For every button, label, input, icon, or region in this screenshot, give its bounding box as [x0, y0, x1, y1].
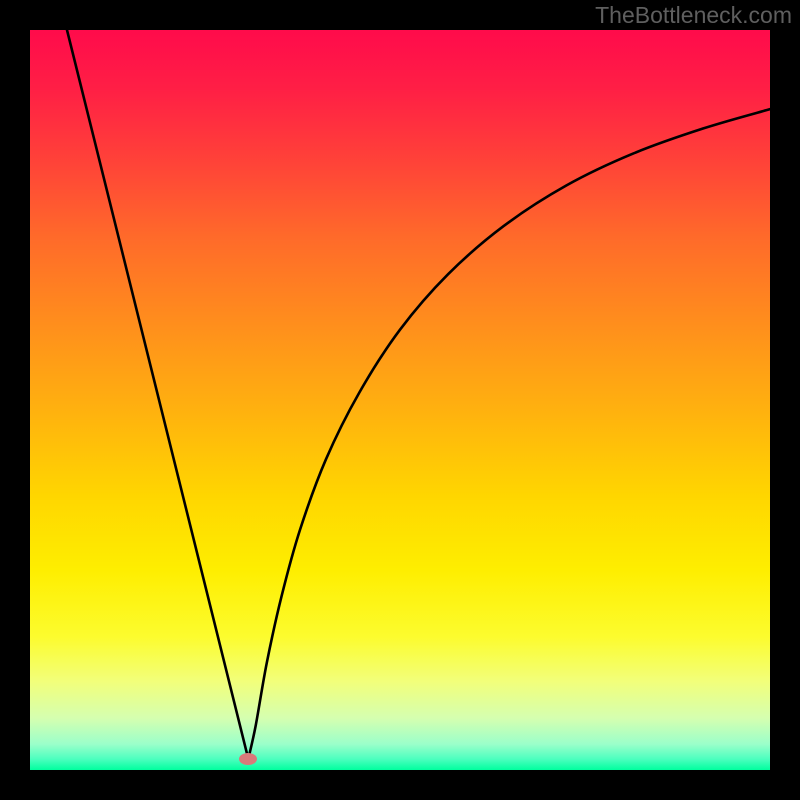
bottleneck-curve [30, 30, 770, 770]
chart-container: TheBottleneck.com [0, 0, 800, 800]
minimum-marker [239, 753, 257, 765]
plot-area [30, 30, 770, 770]
watermark-text: TheBottleneck.com [595, 2, 792, 29]
